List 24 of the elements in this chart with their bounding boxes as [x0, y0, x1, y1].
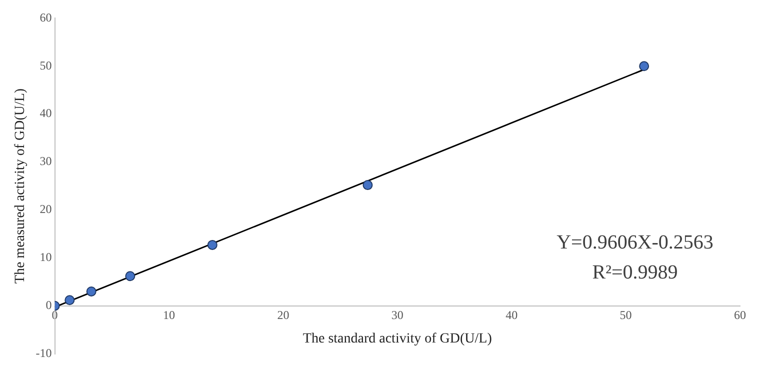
- point: [125, 271, 136, 282]
- x-tick-label: 10: [162, 308, 175, 322]
- y-tick-label: 10: [40, 250, 52, 264]
- x-tick-label: 60: [734, 308, 746, 322]
- annotation: R²=0.9989: [592, 261, 678, 284]
- point: [64, 295, 75, 306]
- point: [362, 180, 373, 190]
- y-tick-label: 40: [40, 106, 52, 120]
- y-tick-label: 60: [40, 10, 52, 24]
- y-tick-label: 0: [46, 298, 52, 312]
- y-tick-label: 30: [40, 154, 52, 168]
- x-tick-label: 20: [277, 308, 290, 322]
- y-axis-title: The measured activity of GD(U/L): [13, 88, 28, 284]
- x-axis-title: The standard activity of GD(U/L): [302, 331, 492, 346]
- annotation: Y=0.9606X-0.2563: [556, 231, 714, 254]
- x-tick-label: 50: [620, 308, 632, 322]
- y-tick-label: 50: [40, 58, 52, 72]
- point: [639, 61, 650, 72]
- point: [207, 240, 218, 250]
- x-tick-label: 40: [506, 308, 518, 322]
- point: [86, 286, 96, 296]
- y-tick-label: -10: [36, 346, 52, 360]
- x-tick-label: 30: [391, 308, 404, 322]
- y-tick-label: 20: [40, 202, 52, 216]
